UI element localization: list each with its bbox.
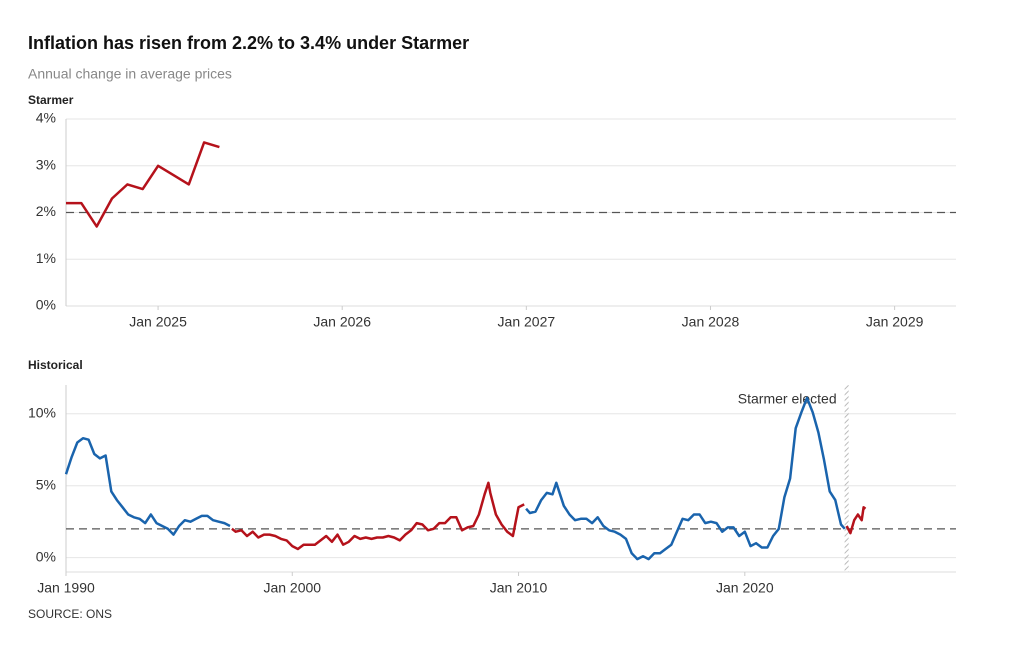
panel-title: Historical bbox=[28, 358, 83, 372]
y-tick-label: 0% bbox=[36, 297, 56, 313]
y-tick-label: 10% bbox=[28, 404, 56, 420]
source: SOURCE: ONS bbox=[28, 607, 112, 621]
panel-title: Starmer bbox=[28, 93, 74, 107]
line bbox=[525, 396, 846, 561]
x-tick-label: Jan 2025 bbox=[129, 314, 187, 330]
y-tick-label: 4% bbox=[36, 110, 56, 126]
x-tick-label: Jan 2010 bbox=[490, 580, 548, 596]
event-band bbox=[844, 385, 849, 572]
chart-title: Inflation has risen from 2.2% to 3.4% un… bbox=[28, 33, 469, 53]
x-tick-label: Jan 2020 bbox=[716, 580, 774, 596]
y-tick-label: 3% bbox=[36, 156, 56, 172]
x-tick-label: Jan 1990 bbox=[37, 580, 95, 596]
line bbox=[845, 506, 867, 535]
y-tick-label: 1% bbox=[36, 250, 56, 266]
annotation: Starmer elected bbox=[738, 391, 837, 407]
x-tick-label: Jan 2028 bbox=[682, 314, 740, 330]
chart-subtitle: Annual change in average prices bbox=[28, 66, 232, 82]
line bbox=[66, 141, 220, 228]
x-tick-label: Jan 2000 bbox=[263, 580, 321, 596]
y-tick-label: 5% bbox=[36, 476, 56, 492]
y-tick-label: 2% bbox=[36, 203, 56, 219]
line bbox=[64, 436, 231, 536]
x-tick-label: Jan 2029 bbox=[866, 314, 924, 330]
y-tick-label: 0% bbox=[36, 548, 56, 564]
x-tick-label: Jan 2027 bbox=[498, 314, 556, 330]
line bbox=[231, 481, 525, 551]
x-tick-label: Jan 2026 bbox=[313, 314, 371, 330]
